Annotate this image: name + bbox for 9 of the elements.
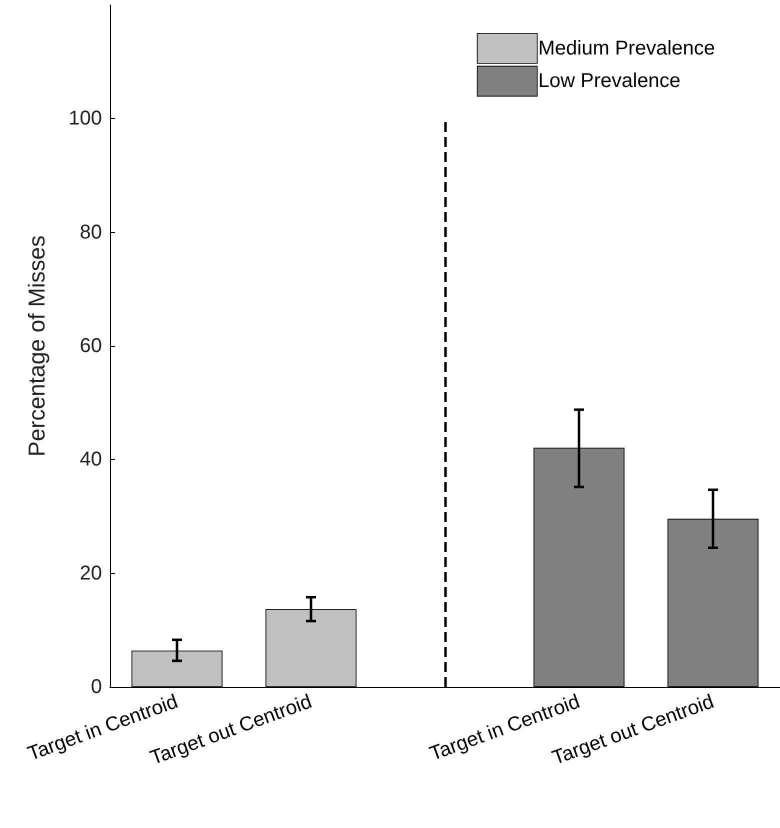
y-tick-label: 20 [80, 562, 102, 584]
y-tick-label: 80 [80, 221, 102, 244]
legend-label: Low Prevalence [538, 70, 681, 92]
y-tick-label: 100 [68, 108, 102, 130]
y-axis-title: Percentage of Misses [24, 235, 50, 457]
y-tick-label: 0 [90, 676, 102, 698]
y-tick-label: 40 [80, 448, 102, 471]
y-tick-label: 60 [80, 335, 102, 357]
legend-label: Medium Prevalence [538, 37, 715, 60]
